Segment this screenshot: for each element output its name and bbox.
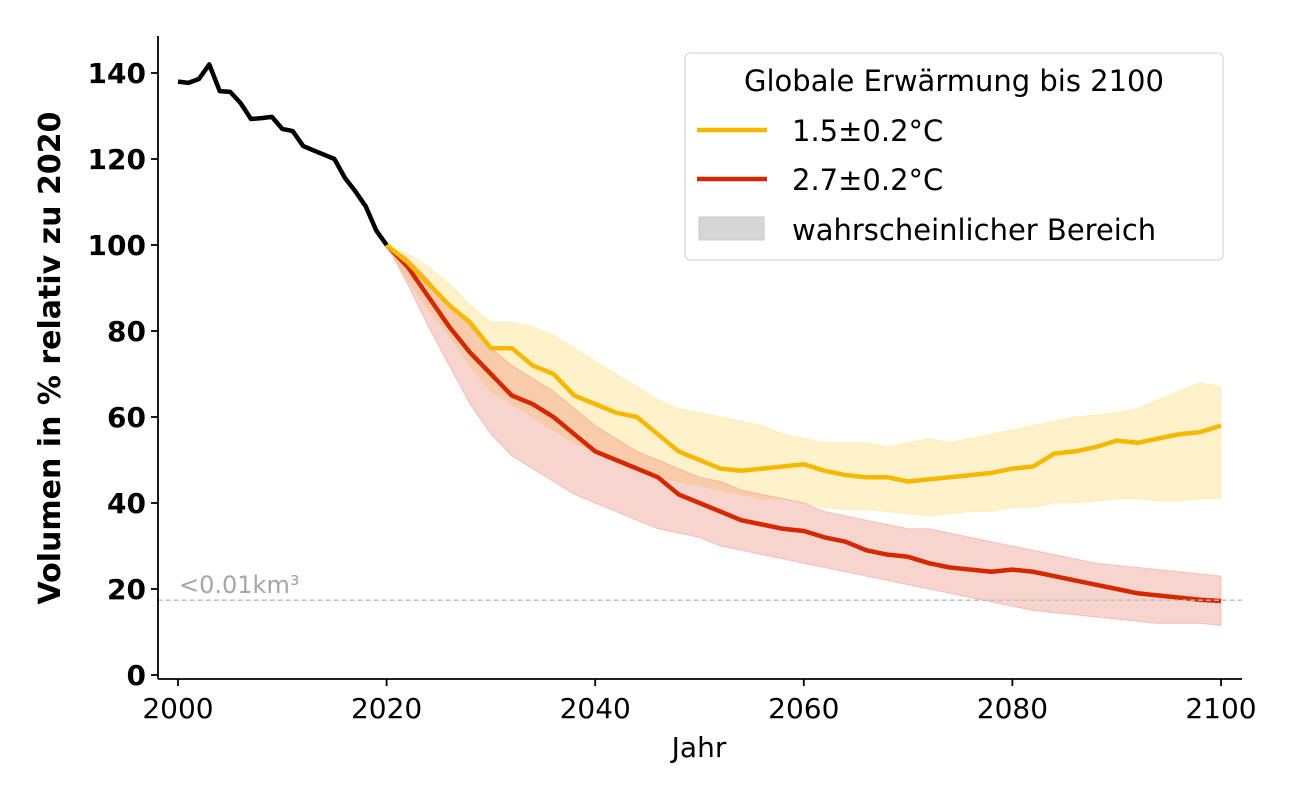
x-tick-label: 2000 [142, 692, 213, 725]
y-tick-label: 120 [88, 143, 146, 176]
y-tick-label: 60 [107, 401, 146, 434]
y-tick-label: 0 [127, 659, 146, 692]
legend-label-2-7: 2.7±0.2°C [792, 163, 943, 197]
y-tick-label: 20 [107, 573, 146, 606]
y-tick-label: 100 [88, 229, 146, 262]
range-band-1-5 [385, 243, 1222, 517]
legend-title: Globale Erwärmung bis 2100 [744, 64, 1164, 98]
y-tick-label: 40 [107, 487, 146, 520]
legend-label-1-5: 1.5±0.2°C [792, 114, 943, 148]
x-tick-label: 2080 [977, 692, 1048, 725]
legend-swatch-range [698, 216, 765, 241]
annotation-min-volume: <0.01km³ [179, 571, 299, 599]
legend-label-range: wahrscheinlicher Bereich [792, 213, 1156, 247]
x-tick-label: 2100 [1185, 692, 1256, 725]
series-line-2-7 [384, 243, 1222, 604]
y-axis-label: Volumen in % relativ zu 2020 [33, 112, 68, 605]
history-line [177, 62, 389, 247]
series-line-1-5 [385, 243, 1222, 484]
legend: Globale Erwärmung bis 2100 1.5±0.2°C 2.7… [684, 52, 1224, 261]
y-tick-label: 80 [107, 315, 146, 348]
x-tick-label: 2020 [351, 692, 422, 725]
x-axis-label: Jahr [670, 731, 727, 764]
x-tick-label: 2060 [768, 692, 839, 725]
y-tick-label: 140 [88, 57, 146, 90]
x-tick-label: 2040 [560, 692, 631, 725]
legend-frame [684, 52, 1224, 261]
